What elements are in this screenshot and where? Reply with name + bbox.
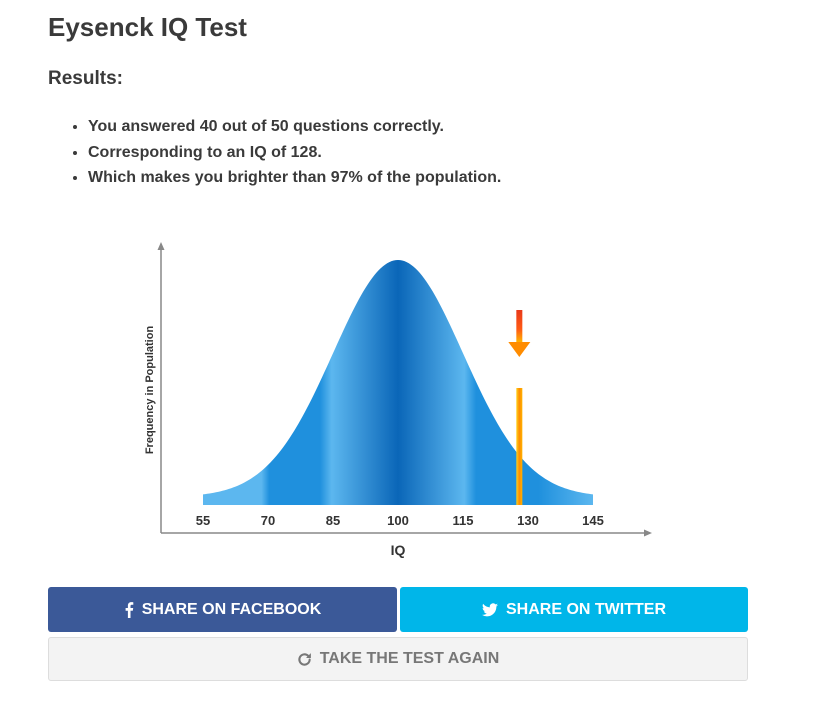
x-tick-labels: 55 70 85 100 115 130 145 (196, 513, 604, 528)
result-iq-score: Corresponding to an IQ of 128. (88, 140, 501, 166)
retake-test-button[interactable]: Take the test again (48, 637, 748, 681)
y-axis-label: Frequency in Population (144, 326, 156, 455)
result-correct-answers: You answered 40 out of 50 questions corr… (88, 114, 501, 140)
results-heading: Results: (48, 68, 123, 89)
share-facebook-label: Share on Facebook (141, 600, 322, 618)
page-title: Eysenck IQ Test (48, 12, 247, 42)
iq-distribution-chart: 55 70 85 100 115 130 145 IQ Frequency in Popul… (144, 242, 652, 558)
x-tick-label: 130 (517, 513, 539, 528)
x-axis-label: IQ (391, 542, 406, 558)
bell-curve-area (203, 260, 593, 505)
share-twitter-label: Share on Twitter (506, 600, 666, 618)
x-tick-label: 70 (261, 513, 275, 528)
x-axis (161, 529, 652, 537)
share-facebook-button[interactable]: Share on Facebook (48, 587, 397, 632)
x-tick-label: 115 (453, 513, 474, 528)
retake-test-label: Take the test again (319, 650, 500, 667)
result-percentile: Which makes you brighter than 97% of the… (88, 165, 501, 191)
arrow-head (508, 342, 531, 357)
x-tick-label: 145 (582, 513, 604, 528)
share-twitter-button[interactable]: Share on Twitter (400, 587, 748, 632)
twitter-icon (482, 602, 498, 617)
down-arrow-icon (508, 310, 531, 357)
x-tick-label: 85 (326, 513, 340, 528)
x-tick-label: 100 (387, 513, 409, 528)
results-list: You answered 40 out of 50 questions corr… (48, 114, 501, 191)
y-axis (157, 242, 165, 533)
arrow-shaft (516, 310, 523, 342)
x-tick-label: 55 (196, 513, 210, 528)
iq-score-marker (516, 388, 523, 505)
y-axis-arrowhead (157, 242, 165, 250)
facebook-icon (124, 601, 134, 618)
refresh-icon (297, 652, 312, 667)
x-axis-arrowhead (644, 529, 652, 537)
